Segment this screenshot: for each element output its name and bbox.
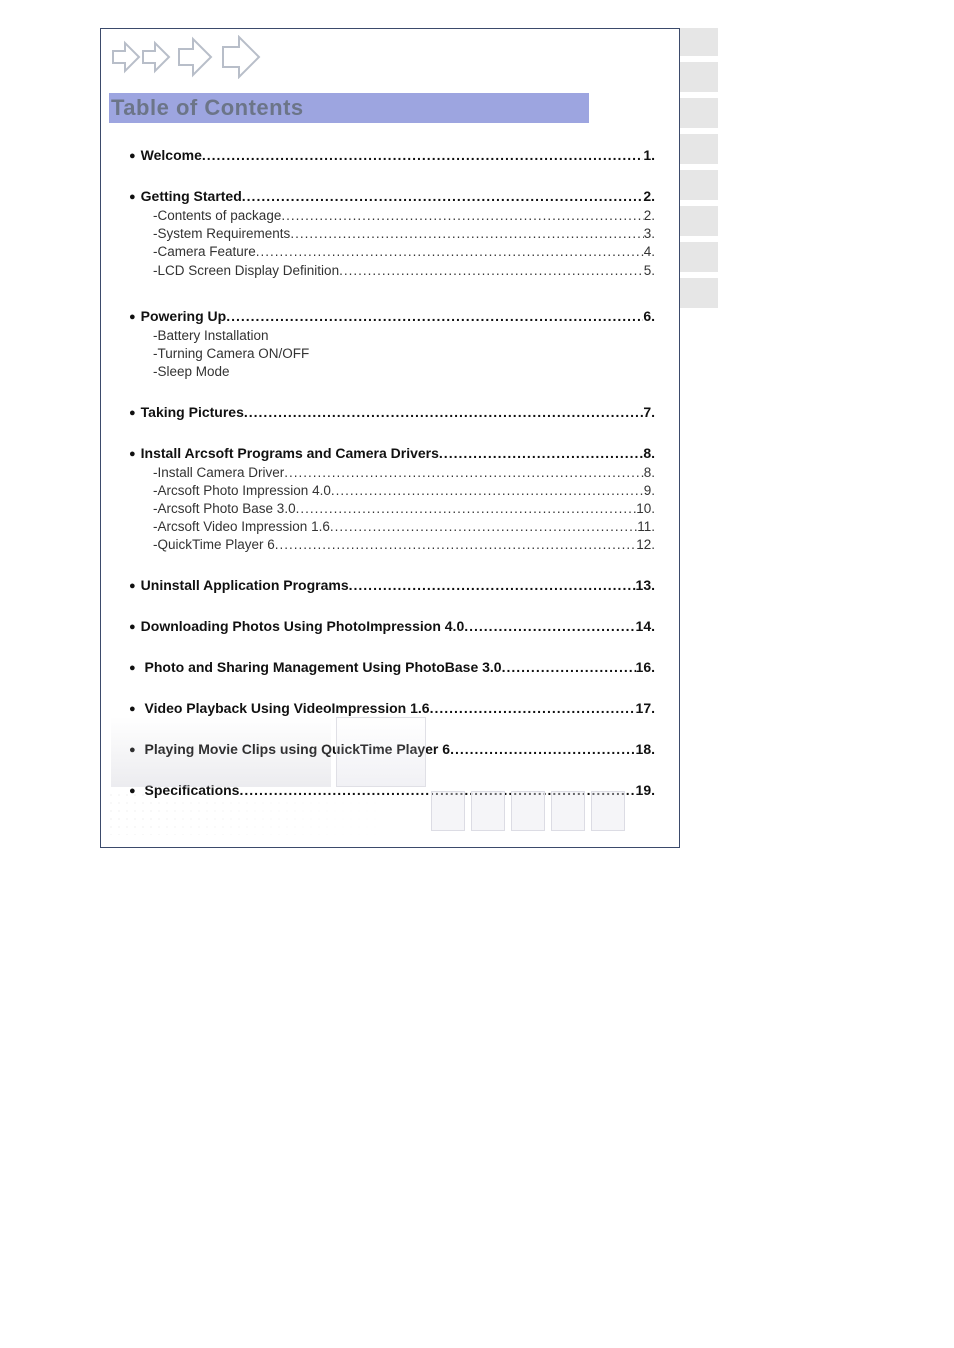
toc-label: System Requirements bbox=[153, 225, 290, 243]
toc-leader-dots: ........................................… bbox=[439, 443, 643, 464]
toc-page-number: 7. bbox=[643, 402, 655, 423]
toc-page-number: 1. bbox=[643, 145, 655, 166]
toc-note: Sleep Mode bbox=[129, 363, 655, 381]
toc-leader-dots: ........................................… bbox=[464, 616, 635, 637]
toc-section: Taking Pictures.........................… bbox=[129, 402, 655, 423]
toc-leader-dots: ........................................… bbox=[242, 186, 644, 207]
side-tab bbox=[680, 134, 718, 164]
toc-label: Sleep Mode bbox=[153, 363, 230, 381]
toc-subitem: Contents of package.....................… bbox=[129, 207, 655, 225]
toc-page-number: 16. bbox=[636, 657, 655, 678]
toc-leader-dots: ........................................… bbox=[331, 482, 644, 500]
toc-leader-dots: ........................................… bbox=[349, 575, 636, 596]
toc-subitem: QuickTime Player 6......................… bbox=[129, 536, 655, 554]
toc-section: Downloading Photos Using PhotoImpression… bbox=[129, 616, 655, 637]
toc-subitem: Install Camera Driver...................… bbox=[129, 464, 655, 482]
side-tabs bbox=[680, 28, 718, 314]
toc-label: Getting Started bbox=[129, 186, 242, 207]
toc-page-number: 5. bbox=[644, 262, 655, 280]
toc-page-number: 9. bbox=[644, 482, 655, 500]
arrow-icons bbox=[109, 35, 269, 79]
side-tab bbox=[680, 62, 718, 92]
toc-subitem: Arcsoft Video Impression 1.6............… bbox=[129, 518, 655, 536]
toc-page-number: 13. bbox=[636, 575, 655, 596]
side-tab bbox=[680, 206, 718, 236]
side-tab bbox=[680, 278, 718, 308]
toc-section: Powering Up.............................… bbox=[129, 306, 655, 327]
toc-leader-dots: ........................................… bbox=[244, 402, 643, 423]
side-tab bbox=[680, 170, 718, 200]
toc-subitem: Arcsoft Photo Base 3.0..................… bbox=[129, 500, 655, 518]
toc-label: Photo and Sharing Management Using Photo… bbox=[129, 657, 502, 678]
toc-label: Camera Feature bbox=[153, 243, 256, 261]
toc-section: Photo and Sharing Management Using Photo… bbox=[129, 657, 655, 678]
toc-subitem: LCD Screen Display Definition...........… bbox=[129, 262, 655, 280]
toc-section: Install Arcsoft Programs and Camera Driv… bbox=[129, 443, 655, 464]
toc-section: Getting Started.........................… bbox=[129, 186, 655, 207]
page-frame: Table of Contents Welcome...............… bbox=[100, 28, 680, 848]
toc-page-number: 10. bbox=[636, 500, 655, 518]
toc-leader-dots: ........................................… bbox=[281, 207, 643, 225]
toc-label: Arcsoft Video Impression 1.6 bbox=[153, 518, 330, 536]
toc-label: Arcsoft Photo Base 3.0 bbox=[153, 500, 296, 518]
toc-note: Battery Installation bbox=[129, 327, 655, 345]
page-title: Table of Contents bbox=[111, 95, 304, 121]
toc-leader-dots: ........................................… bbox=[502, 657, 636, 678]
toc-page-number: 12. bbox=[636, 536, 655, 554]
toc-subitem: Arcsoft Photo Impression 4.0............… bbox=[129, 482, 655, 500]
toc-page-number: 6. bbox=[643, 306, 655, 327]
toc-label: LCD Screen Display Definition bbox=[153, 262, 339, 280]
title-bar: Table of Contents bbox=[109, 93, 589, 123]
toc-page-number: 4. bbox=[644, 243, 655, 261]
toc-leader-dots: ........................................… bbox=[330, 518, 637, 536]
toc-page-number: 2. bbox=[644, 207, 655, 225]
toc-label: Uninstall Application Programs bbox=[129, 575, 349, 596]
toc-label: QuickTime Player 6 bbox=[153, 536, 275, 554]
toc-label: Install Arcsoft Programs and Camera Driv… bbox=[129, 443, 439, 464]
arrow-svg bbox=[109, 35, 269, 79]
toc-section: Welcome.................................… bbox=[129, 145, 655, 166]
side-tab bbox=[680, 242, 718, 272]
toc-leader-dots: ........................................… bbox=[339, 262, 644, 280]
toc-leader-dots: ........................................… bbox=[226, 306, 643, 327]
toc-leader-dots: ........................................… bbox=[296, 500, 637, 518]
toc-subitem: Camera Feature..........................… bbox=[129, 243, 655, 261]
toc-label: Welcome bbox=[129, 145, 202, 166]
toc-label: Taking Pictures bbox=[129, 402, 244, 423]
toc-label: Turning Camera ON/OFF bbox=[153, 345, 309, 363]
toc-label: Contents of package bbox=[153, 207, 281, 225]
bottom-decoration bbox=[101, 707, 679, 847]
toc-page-number: 11. bbox=[637, 518, 655, 536]
toc-label: Powering Up bbox=[129, 306, 226, 327]
side-tab bbox=[680, 98, 718, 128]
toc-page-number: 3. bbox=[644, 225, 655, 243]
toc-leader-dots: ........................................… bbox=[290, 225, 643, 243]
toc-label: Install Camera Driver bbox=[153, 464, 284, 482]
toc-leader-dots: ........................................… bbox=[256, 243, 644, 261]
toc-note: Turning Camera ON/OFF bbox=[129, 345, 655, 363]
toc-page-number: 2. bbox=[643, 186, 655, 207]
side-tab bbox=[680, 28, 718, 56]
toc-leader-dots: ........................................… bbox=[284, 464, 643, 482]
toc-label: Arcsoft Photo Impression 4.0 bbox=[153, 482, 331, 500]
toc-section: Uninstall Application Programs..........… bbox=[129, 575, 655, 596]
toc-page-number: 8. bbox=[644, 464, 655, 482]
toc-leader-dots: ........................................… bbox=[275, 536, 636, 554]
toc-label: Battery Installation bbox=[153, 327, 269, 345]
toc-page-number: 8. bbox=[643, 443, 655, 464]
toc-leader-dots: ........................................… bbox=[202, 145, 643, 166]
toc-label: Downloading Photos Using PhotoImpression… bbox=[129, 616, 464, 637]
toc-subitem: System Requirements.....................… bbox=[129, 225, 655, 243]
table-of-contents: Welcome.................................… bbox=[129, 137, 655, 801]
toc-page-number: 14. bbox=[636, 616, 655, 637]
